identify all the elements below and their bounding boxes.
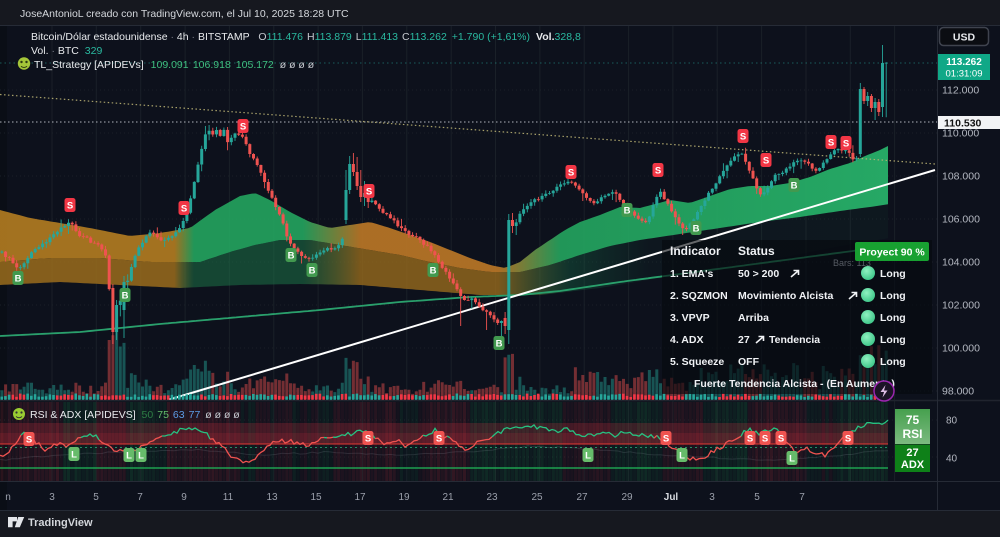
svg-text:Tendencia: Tendencia (769, 334, 820, 346)
svg-text:USD: USD (953, 32, 976, 44)
svg-text:S: S (778, 434, 784, 445)
svg-text:Long: Long (880, 334, 906, 346)
svg-text:S: S (655, 166, 661, 177)
svg-text:OFF: OFF (738, 356, 760, 368)
svg-text:S: S (747, 434, 753, 445)
svg-text:Long: Long (880, 356, 906, 368)
svg-text:B: B (122, 291, 129, 302)
svg-text:S: S (828, 138, 834, 149)
svg-text:S: S (436, 434, 442, 445)
svg-text:B: B (496, 339, 503, 350)
svg-text:25: 25 (531, 492, 543, 503)
svg-text:B: B (624, 206, 631, 217)
svg-text:Long: Long (880, 290, 906, 302)
svg-text:S: S (181, 204, 187, 215)
svg-text:L: L (789, 454, 795, 465)
svg-text:Bars: 113: Bars: 113 (833, 258, 871, 268)
svg-text:Indicator: Indicator (670, 244, 721, 258)
svg-text:L: L (71, 450, 77, 461)
svg-text:B: B (288, 251, 295, 262)
svg-text:Long: Long (880, 268, 906, 280)
svg-text:L: L (679, 451, 685, 462)
svg-text:11: 11 (223, 492, 234, 503)
svg-text:S: S (843, 139, 849, 150)
svg-text:50 > 200: 50 > 200 (738, 268, 779, 280)
svg-text:110.530: 110.530 (944, 118, 982, 130)
svg-text:100.000: 100.000 (942, 343, 980, 355)
svg-text:7: 7 (137, 492, 143, 503)
svg-text:B: B (791, 181, 798, 192)
svg-text:110.000: 110.000 (942, 128, 979, 140)
svg-text:B: B (15, 274, 22, 285)
svg-text:104.000: 104.000 (942, 257, 980, 269)
svg-text:98.000: 98.000 (942, 386, 974, 398)
svg-text:9: 9 (181, 492, 187, 503)
svg-text:23: 23 (486, 492, 498, 503)
svg-text:102.000: 102.000 (942, 300, 980, 312)
svg-text:19: 19 (398, 492, 410, 503)
svg-text:5. Squeeze: 5. Squeeze (670, 356, 724, 368)
svg-text:80: 80 (946, 416, 958, 427)
svg-text:Proyect 90 %: Proyect 90 % (859, 247, 925, 259)
svg-text:5: 5 (754, 492, 760, 503)
svg-text:S: S (762, 434, 768, 445)
svg-text:Fuerte Tendencia Alcista - (En: Fuerte Tendencia Alcista - (En Aumento) (694, 378, 895, 390)
svg-text:Jul: Jul (664, 492, 679, 503)
svg-text:4. ADX: 4. ADX (670, 334, 703, 346)
svg-text:2. SQZMON: 2. SQZMON (670, 290, 728, 302)
svg-text:Vol. · BTC 329: Vol. · BTC 329 (31, 45, 102, 57)
svg-text:Long: Long (880, 312, 906, 324)
svg-text:S: S (740, 132, 746, 143)
svg-text:27: 27 (906, 447, 918, 459)
svg-text:113.262: 113.262 (946, 57, 982, 68)
svg-text:27: 27 (576, 492, 588, 503)
svg-text:S: S (568, 168, 574, 179)
svg-text:B: B (309, 266, 316, 277)
svg-text:S: S (67, 201, 73, 212)
svg-text:40: 40 (946, 454, 958, 465)
svg-text:S: S (845, 434, 851, 445)
svg-text:TradingView: TradingView (28, 517, 93, 529)
svg-text:3. VPVP: 3. VPVP (670, 312, 710, 324)
svg-text:01:31:09: 01:31:09 (946, 69, 983, 80)
svg-text:112.000: 112.000 (942, 85, 979, 97)
svg-text:15: 15 (310, 492, 322, 503)
svg-text:27: 27 (738, 334, 750, 346)
svg-text:106.000: 106.000 (942, 214, 980, 226)
svg-text:S: S (240, 122, 246, 133)
svg-text:Movimiento Alcista: Movimiento Alcista (738, 290, 833, 302)
svg-text:S: S (366, 187, 372, 198)
svg-text:3: 3 (709, 492, 715, 503)
svg-text:L: L (585, 451, 591, 462)
svg-text:3: 3 (49, 492, 55, 503)
svg-text:Arriba: Arriba (738, 312, 769, 324)
svg-text:75: 75 (906, 413, 920, 427)
svg-text:17: 17 (354, 492, 366, 503)
svg-text:B: B (430, 266, 437, 277)
svg-text:JoseAntonioL creado con Tradin: JoseAntonioL creado con TradingView.com,… (20, 8, 349, 20)
svg-text:21: 21 (442, 492, 454, 503)
svg-text:29: 29 (621, 492, 633, 503)
svg-text:B: B (693, 224, 700, 235)
svg-text:13: 13 (266, 492, 278, 503)
svg-text:S: S (365, 434, 371, 445)
svg-text:108.000: 108.000 (942, 171, 980, 183)
svg-text:Status: Status (738, 244, 775, 258)
svg-text:S: S (763, 156, 769, 167)
svg-text:L: L (126, 451, 132, 462)
svg-text:RSI: RSI (902, 427, 922, 441)
svg-text:ADX: ADX (901, 459, 925, 471)
svg-text:S: S (663, 434, 669, 445)
svg-text:1. EMA's: 1. EMA's (670, 268, 714, 280)
svg-text:S: S (26, 435, 32, 446)
svg-text:n: n (5, 492, 11, 503)
svg-text:L: L (138, 451, 144, 462)
svg-text:7: 7 (799, 492, 805, 503)
svg-text:5: 5 (93, 492, 99, 503)
